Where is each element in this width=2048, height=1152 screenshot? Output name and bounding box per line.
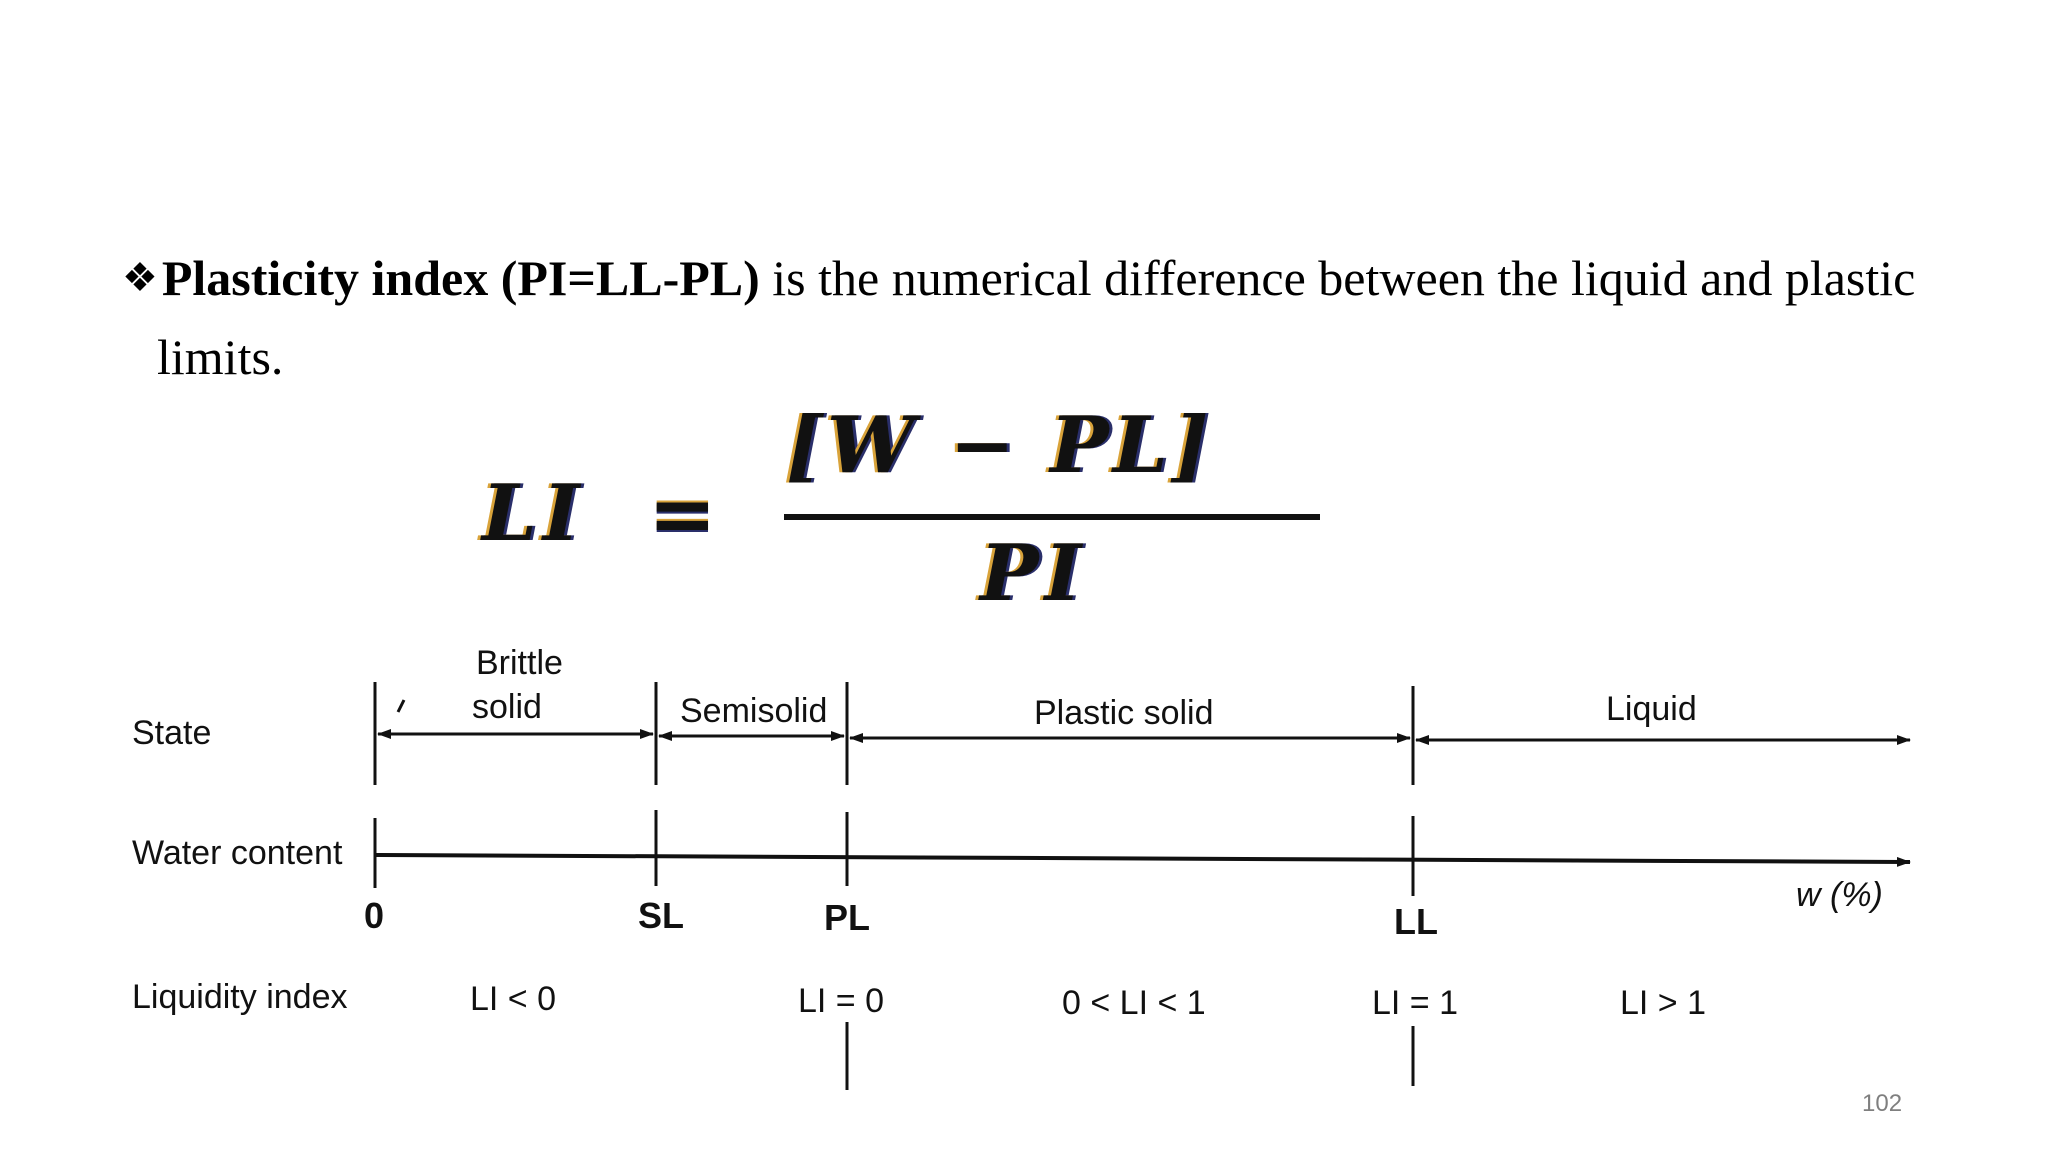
water-content-axis (374, 853, 1911, 867)
definition-text: is the numerical difference between the … (759, 250, 1916, 306)
state-liquid: Liquid (1606, 690, 1697, 728)
definition-text-continued: limits. (157, 329, 284, 385)
li-less-than-zero: LI < 0 (470, 980, 556, 1018)
state-semisolid: Semisolid (680, 692, 827, 730)
diamond-bullet-icon: ❖ (122, 255, 158, 300)
formula-fraction-bar (784, 514, 1320, 520)
bullet-paragraph: ❖Plasticity index (PI=LL-PL) is the nume… (122, 232, 2002, 324)
state-brittle-line2: solid (472, 688, 542, 726)
li-between-zero-one: 0 < LI < 1 (1062, 984, 1206, 1022)
formula-equals: = (648, 466, 717, 562)
page-number: 102 (1862, 1090, 1903, 1117)
term-plasticity-index: Plasticity index (PI=LL-PL) (161, 250, 760, 306)
brittle-mark (396, 699, 406, 713)
limit-sl: SL (638, 895, 684, 936)
li-equals-zero: LI = 0 (798, 982, 884, 1020)
formula-numerator: [W − PL] (786, 400, 1213, 491)
row-label-liquidity-index: Liquidity index (132, 978, 347, 1016)
row-label-state: State (132, 714, 211, 752)
limit-pl: PL (824, 897, 870, 938)
li-greater-than-one: LI > 1 (1620, 984, 1706, 1022)
state-plastic-solid: Plastic solid (1034, 694, 1214, 732)
formula-lhs: LI (482, 468, 586, 559)
limit-zero: 0 (364, 895, 384, 936)
state-brittle-line1: Brittle (476, 644, 563, 682)
limit-ll: LL (1394, 901, 1438, 942)
formula-denominator: PI (980, 528, 1088, 619)
row-label-water-content: Water content (132, 834, 343, 872)
axis-unit-w-percent: w (%) (1796, 876, 1883, 914)
li-equals-one: LI = 1 (1372, 984, 1458, 1022)
